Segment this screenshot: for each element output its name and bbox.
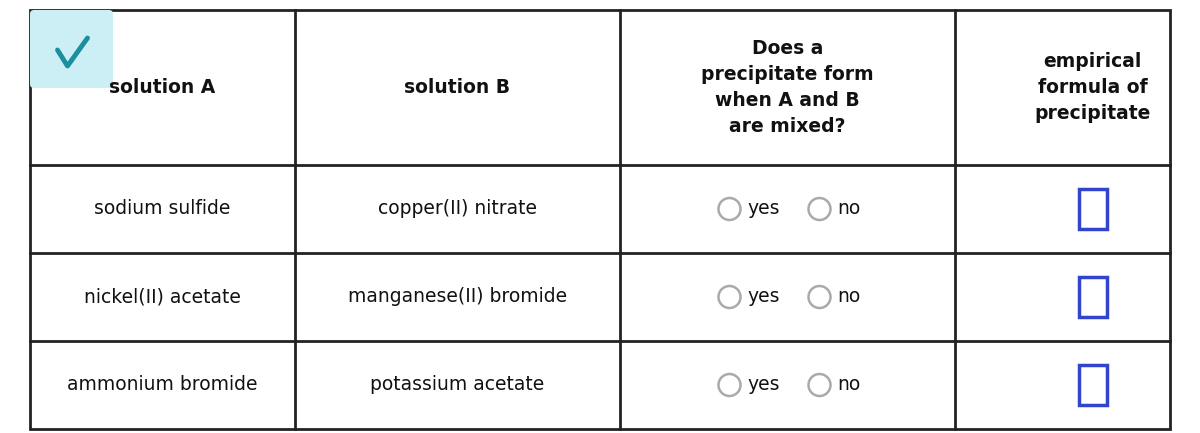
Text: no: no — [838, 200, 860, 219]
Text: manganese(II) bromide: manganese(II) bromide — [348, 288, 568, 307]
Bar — [1079, 277, 1106, 317]
Text: Does a
precipitate form
when A and B
are mixed?: Does a precipitate form when A and B are… — [701, 39, 874, 136]
Bar — [1079, 189, 1106, 229]
Bar — [1079, 365, 1106, 405]
Text: potassium acetate: potassium acetate — [371, 375, 545, 394]
Text: ammonium bromide: ammonium bromide — [67, 375, 258, 394]
Text: solution B: solution B — [404, 78, 510, 97]
Text: yes: yes — [748, 288, 780, 307]
Text: copper(II) nitrate: copper(II) nitrate — [378, 200, 538, 219]
Text: empirical
formula of
precipitate: empirical formula of precipitate — [1034, 52, 1151, 123]
Text: no: no — [838, 375, 860, 394]
Text: sodium sulfide: sodium sulfide — [95, 200, 230, 219]
Text: nickel(II) acetate: nickel(II) acetate — [84, 288, 241, 307]
Text: no: no — [838, 288, 860, 307]
Text: yes: yes — [748, 200, 780, 219]
Text: solution A: solution A — [109, 78, 216, 97]
FancyBboxPatch shape — [30, 10, 113, 88]
Text: yes: yes — [748, 375, 780, 394]
